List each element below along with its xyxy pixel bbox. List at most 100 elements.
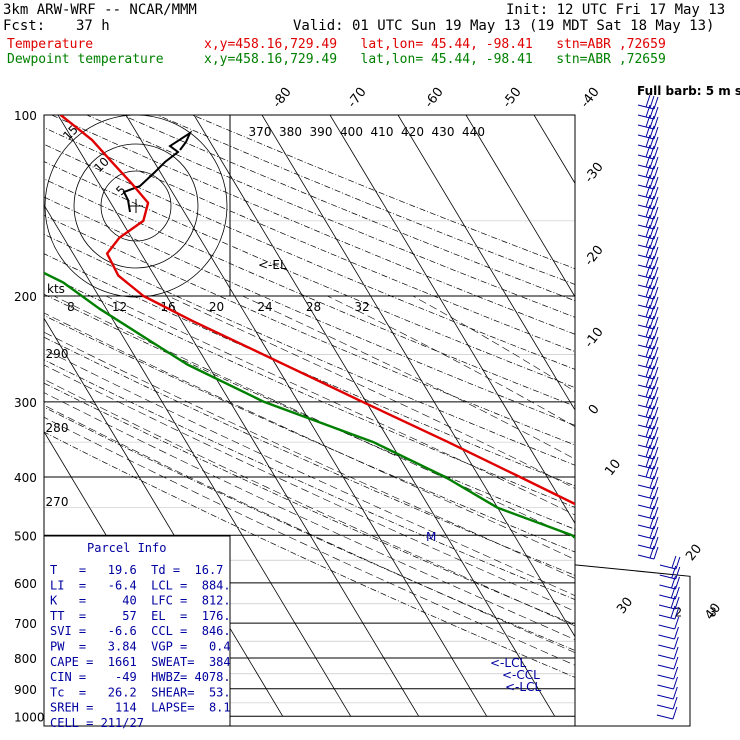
wind-barb xyxy=(637,154,659,170)
isotherm-label: 40 xyxy=(702,601,724,623)
dry-adiabat xyxy=(44,273,575,508)
parcel-info-panel: Parcel Info T = 19.6 Td = 16.7LI = -6.4 L… xyxy=(43,535,231,730)
isotherm-line xyxy=(261,115,575,638)
wind-barb xyxy=(637,424,659,440)
dry-adiabat xyxy=(44,196,575,426)
wind-barb xyxy=(637,374,659,390)
wind-barb xyxy=(659,575,680,590)
isotherm-label: -40 xyxy=(578,85,603,111)
wind-barb xyxy=(637,324,659,340)
pressure-label: 200 xyxy=(14,290,37,304)
moist-adiabat xyxy=(44,331,575,579)
hodo-ring-label: 15 xyxy=(60,122,81,143)
valid-time: Valid: 01 UTC Sun 19 May 13 (19 MDT Sat … xyxy=(293,18,715,34)
pressure-label: 800 xyxy=(14,652,37,666)
forecast-label: Fcst: xyxy=(3,18,46,34)
moist-adiabat xyxy=(105,295,575,516)
pressure-label: 400 xyxy=(14,471,37,485)
theta-label: 370 xyxy=(249,125,272,139)
wind-barb xyxy=(637,124,659,140)
plot-edge xyxy=(574,564,691,727)
m-marker: M xyxy=(426,530,436,544)
isotherm-line xyxy=(465,115,575,298)
isotherm-label: 10 xyxy=(602,457,624,479)
isotherm-line xyxy=(602,115,740,716)
wind-barb xyxy=(637,114,659,130)
wind-barb xyxy=(637,525,659,540)
parcel-row: Tc = 26.2 SHEAR= 53. xyxy=(50,685,231,699)
parcel-row: CAPE = 1661 SWEAT= 384 xyxy=(50,655,231,669)
wind-barb xyxy=(637,354,659,370)
lfc-marker: <-LCL xyxy=(490,656,526,670)
dry-adiabat xyxy=(192,115,575,270)
parcel-row: TT = 57 EL = 176. xyxy=(50,609,231,623)
hodo-speed-label: 28 xyxy=(306,300,321,314)
wind-barb xyxy=(637,454,659,470)
isotherm-label: -50 xyxy=(500,85,525,111)
wind-barb xyxy=(659,555,681,570)
hodo-speed-label: 24 xyxy=(257,300,272,314)
wind-barb xyxy=(637,515,659,530)
wind-barb xyxy=(637,274,659,290)
parcel-row: K = 40 LFC = 812. xyxy=(50,594,231,608)
wind-barb xyxy=(637,254,659,270)
wind-barb xyxy=(637,184,659,200)
mixing-ratio-label: 3 xyxy=(709,605,717,619)
wind-barb xyxy=(657,666,679,680)
wind-barb xyxy=(637,364,659,380)
mixing-ratio-label: 2 xyxy=(675,605,683,619)
left-scale-label: 290 xyxy=(46,347,69,361)
isotherm-label: -10 xyxy=(582,325,607,351)
wind-barb xyxy=(637,414,659,430)
wind-barb xyxy=(637,434,659,450)
isotherm-line xyxy=(397,115,575,411)
parcel-row: PW = 3.84 VGP = 0.4 xyxy=(50,640,231,654)
dry-adiabat xyxy=(44,359,575,600)
dry-adiabat xyxy=(44,214,575,446)
wind-barb xyxy=(637,144,659,160)
pressure-label: 600 xyxy=(14,577,37,591)
wind-barb xyxy=(637,304,659,320)
wind-barb xyxy=(637,94,659,110)
hodo-ring xyxy=(100,170,172,242)
temperature-line xyxy=(59,115,575,506)
left-scale-label: 270 xyxy=(46,495,69,509)
wind-barb xyxy=(637,284,659,300)
parcel-row: CELL = 211/27 xyxy=(50,716,144,730)
temperature-legend: Temperature xyxy=(7,37,94,52)
hodo-speed-label: 12 xyxy=(112,300,127,314)
wind-barb xyxy=(637,505,659,520)
hodo-ring xyxy=(73,143,199,269)
wind-barb xyxy=(637,134,659,150)
isotherm-label: 30 xyxy=(614,595,636,617)
hodo-speed-label: 8 xyxy=(67,300,75,314)
wind-scale-label: Full barb: 5 m s⁻¹ xyxy=(637,84,740,98)
wind-barb xyxy=(637,404,659,420)
mixing-ratio-line xyxy=(645,583,740,716)
dry-adiabat xyxy=(44,233,575,466)
isotherm-label: -80 xyxy=(270,85,295,111)
moist-adiabat xyxy=(242,295,575,460)
wind-barb xyxy=(637,394,659,410)
wind-barb xyxy=(637,475,659,490)
wind-barb xyxy=(637,485,659,500)
wind-barb xyxy=(656,696,678,710)
theta-label: 380 xyxy=(279,125,302,139)
moist-adiabat xyxy=(44,378,575,627)
dewpoint-location: x,y=458.16,729.49 lat,lon= 45.44, -98.41… xyxy=(204,52,666,67)
parcel-row: SREH = 114 LAPSE= 8.1 xyxy=(50,701,231,715)
wind-barb xyxy=(637,495,659,510)
wind-barb xyxy=(637,344,659,360)
wind-barbs: Full barb: 5 m s⁻¹ xyxy=(637,84,740,720)
isotherm-label: -30 xyxy=(582,160,607,186)
theta-label: 420 xyxy=(401,125,424,139)
moist-adiabat xyxy=(167,295,575,489)
pressure-label: 1000 xyxy=(14,710,45,724)
dry-adiabat xyxy=(44,143,575,370)
wind-barb xyxy=(637,464,659,480)
isotherm-line xyxy=(533,115,575,185)
pressure-label: 300 xyxy=(14,396,37,410)
wind-barb xyxy=(637,334,659,350)
hodo-speed-label: 32 xyxy=(354,300,369,314)
